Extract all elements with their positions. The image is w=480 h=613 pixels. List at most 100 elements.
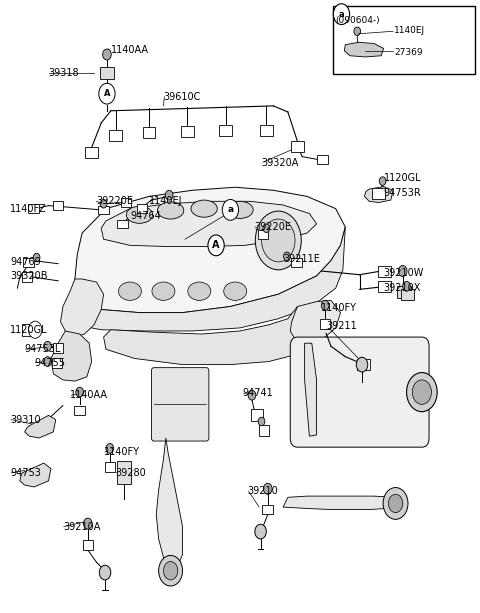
Circle shape — [103, 49, 111, 60]
Bar — [53, 343, 63, 353]
Bar — [109, 130, 122, 141]
Circle shape — [264, 483, 272, 494]
Text: 1140FZ: 1140FZ — [10, 204, 47, 214]
Text: 1120GL: 1120GL — [384, 173, 421, 183]
Circle shape — [99, 565, 111, 580]
Circle shape — [398, 265, 407, 276]
Text: 1140AA: 1140AA — [111, 45, 149, 55]
Polygon shape — [75, 187, 345, 313]
Bar — [291, 141, 304, 152]
Circle shape — [158, 555, 182, 586]
Text: 1140EJ: 1140EJ — [394, 26, 425, 35]
Circle shape — [258, 417, 265, 426]
Bar — [52, 358, 62, 368]
Ellipse shape — [157, 202, 184, 219]
Bar — [74, 406, 85, 416]
Polygon shape — [283, 496, 393, 509]
Text: 1120GL: 1120GL — [10, 325, 48, 335]
Circle shape — [354, 27, 360, 36]
Bar — [317, 156, 327, 164]
Circle shape — [99, 83, 115, 104]
Ellipse shape — [152, 282, 175, 300]
FancyBboxPatch shape — [152, 368, 209, 441]
Text: 39210X: 39210X — [384, 283, 421, 293]
Polygon shape — [101, 201, 317, 246]
Circle shape — [106, 443, 114, 453]
Bar — [219, 125, 232, 136]
Bar — [105, 462, 115, 471]
Bar — [259, 425, 269, 436]
Ellipse shape — [191, 200, 217, 217]
Bar — [22, 324, 35, 336]
Circle shape — [100, 199, 107, 208]
Text: 1140AA: 1140AA — [70, 390, 108, 400]
Circle shape — [322, 300, 329, 310]
Circle shape — [333, 4, 349, 25]
Text: 94753: 94753 — [10, 468, 41, 478]
Polygon shape — [344, 42, 384, 57]
Bar — [28, 204, 38, 213]
Circle shape — [262, 219, 295, 262]
Circle shape — [255, 211, 301, 270]
Polygon shape — [305, 343, 317, 436]
Circle shape — [388, 494, 403, 512]
Circle shape — [28, 321, 42, 338]
Circle shape — [44, 357, 51, 367]
Text: 39210W: 39210W — [384, 268, 424, 278]
Ellipse shape — [188, 282, 211, 300]
Polygon shape — [364, 186, 393, 202]
Text: 1140FY: 1140FY — [322, 303, 358, 313]
Bar — [181, 126, 193, 137]
Circle shape — [163, 562, 178, 580]
Text: 94753R: 94753R — [384, 188, 421, 199]
Circle shape — [76, 387, 84, 397]
Text: 39280: 39280 — [116, 468, 146, 478]
Text: 94741: 94741 — [242, 389, 273, 398]
Bar — [251, 409, 263, 422]
Bar — [118, 461, 131, 484]
Polygon shape — [75, 227, 345, 331]
Bar — [401, 289, 414, 300]
Bar — [100, 67, 114, 79]
Circle shape — [407, 373, 437, 412]
Polygon shape — [290, 300, 340, 346]
Text: 39211E: 39211E — [283, 254, 320, 264]
Bar — [22, 272, 32, 282]
Circle shape — [33, 253, 40, 262]
Circle shape — [379, 177, 386, 185]
Text: 1140EJ: 1140EJ — [149, 196, 182, 207]
Text: a: a — [228, 205, 233, 215]
Text: 39210: 39210 — [247, 486, 278, 496]
Bar — [333, 6, 475, 74]
Circle shape — [284, 252, 290, 261]
FancyBboxPatch shape — [290, 337, 429, 447]
Text: 39211: 39211 — [326, 321, 357, 331]
Polygon shape — [104, 306, 298, 365]
Circle shape — [383, 487, 408, 519]
Bar — [378, 265, 391, 276]
Ellipse shape — [119, 282, 142, 300]
Polygon shape — [60, 279, 104, 337]
Circle shape — [44, 341, 51, 351]
Circle shape — [222, 199, 239, 220]
Text: 94753L: 94753L — [24, 345, 61, 354]
Text: 94769: 94769 — [10, 257, 41, 267]
Circle shape — [356, 357, 368, 372]
Bar — [23, 257, 34, 267]
Text: A: A — [212, 240, 220, 250]
Ellipse shape — [126, 206, 153, 223]
Text: 39210A: 39210A — [63, 522, 100, 531]
Text: 1140FY: 1140FY — [104, 447, 140, 457]
Text: 27369: 27369 — [394, 48, 423, 56]
Circle shape — [165, 190, 173, 200]
Bar — [53, 201, 63, 210]
Bar — [83, 540, 93, 550]
Ellipse shape — [224, 282, 247, 300]
Text: 39318: 39318 — [48, 68, 79, 78]
Ellipse shape — [227, 201, 253, 218]
Text: 39320A: 39320A — [262, 158, 299, 168]
Circle shape — [263, 224, 270, 232]
Text: 39320B: 39320B — [10, 271, 48, 281]
Bar — [258, 230, 268, 238]
Bar — [137, 204, 147, 213]
